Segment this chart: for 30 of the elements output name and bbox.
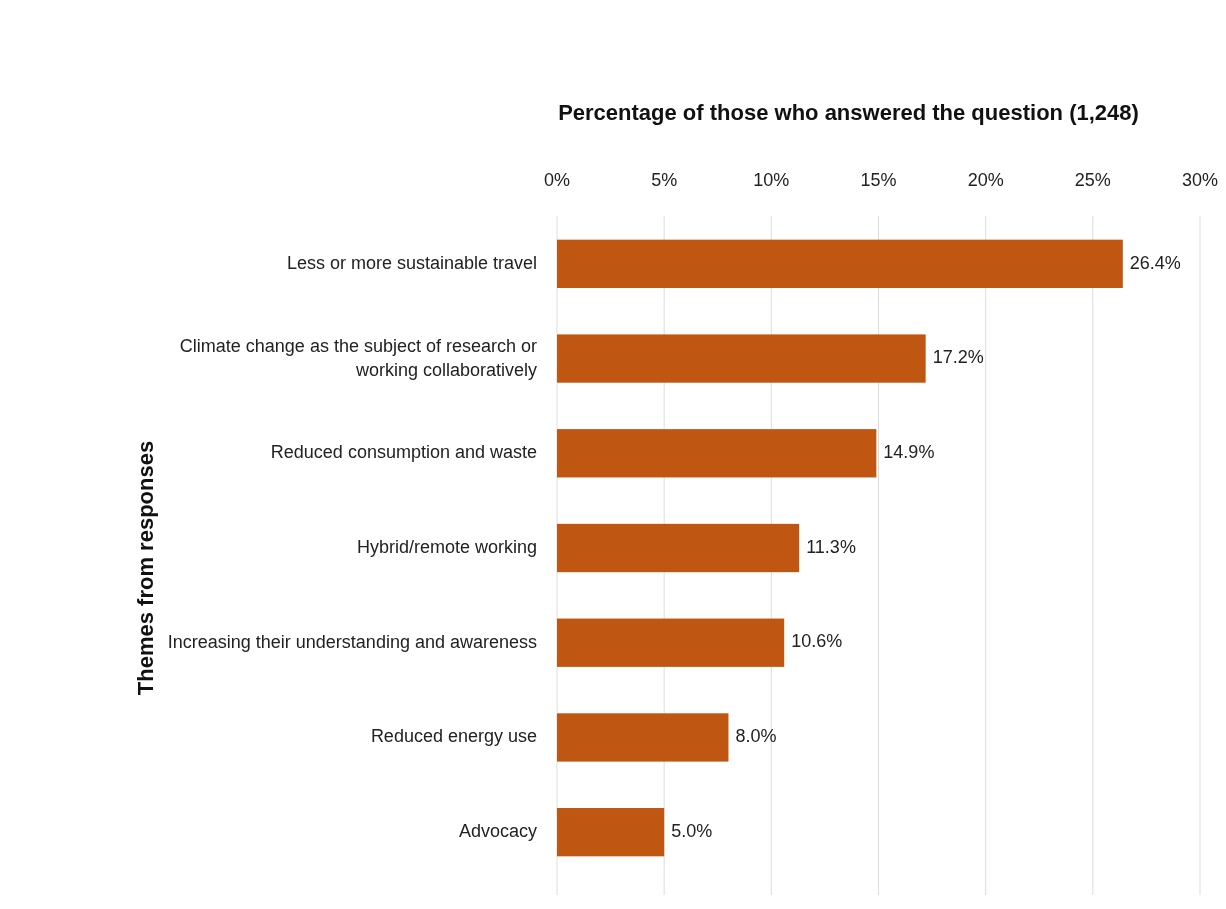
data-label: 5.0% xyxy=(671,820,713,841)
y-tick-label: Hybrid/remote working xyxy=(356,536,537,557)
x-tick-label: 0% xyxy=(543,170,571,190)
data-label: 11.3% xyxy=(806,536,856,557)
bar xyxy=(557,239,1123,288)
bar xyxy=(557,523,800,573)
bar xyxy=(557,808,665,857)
y-tick-label: Reduced energy use xyxy=(370,726,537,747)
data-label: 26.4% xyxy=(1129,252,1181,273)
y-tick-label: Increasing their understanding and awareness xyxy=(167,631,537,652)
y-tick-label: Less or more sustainable travel xyxy=(286,252,537,273)
x-tick-label: 15% xyxy=(860,170,897,190)
x-tick-label: 25% xyxy=(1074,170,1111,190)
x-axis-title: Percentage of those who answered the question (1,248) xyxy=(558,100,1139,125)
data-label: 17.2% xyxy=(932,347,984,368)
bar xyxy=(557,429,877,478)
x-tick-label: 30% xyxy=(1181,170,1219,190)
y-tick-label: Climate change as the subject of research or working collaboratively xyxy=(179,335,538,380)
y-tick-label: Advocacy xyxy=(458,820,537,841)
data-label: 10.6% xyxy=(791,631,843,652)
y-axis-title: Themes from responses xyxy=(133,440,158,696)
bar xyxy=(557,618,785,667)
bar xyxy=(557,713,729,762)
data-label: 14.9% xyxy=(883,442,935,463)
x-tick-label: 20% xyxy=(967,170,1004,190)
x-tick-label: 10% xyxy=(753,170,790,190)
y-tick-label: Reduced consumption and waste xyxy=(270,442,537,463)
data-label: 8.0% xyxy=(735,726,777,747)
bar xyxy=(557,334,926,383)
x-tick-label: 5% xyxy=(651,170,678,190)
